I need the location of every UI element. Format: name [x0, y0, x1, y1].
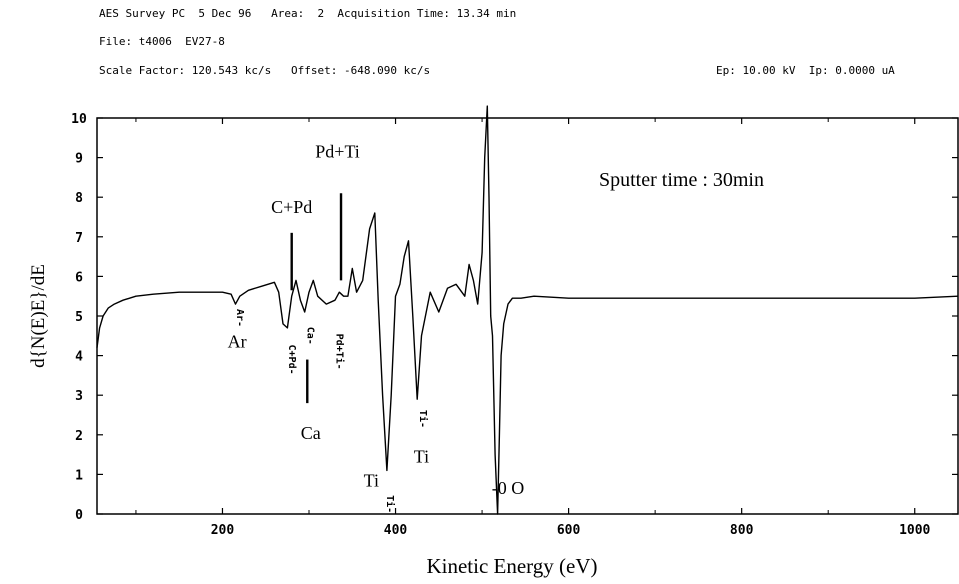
peak-annotation-vertical: Ti- [384, 495, 396, 513]
peak-annotation-label: Ti [414, 447, 429, 467]
y-tick-label: 8 [75, 191, 83, 206]
y-tick-label: 3 [75, 389, 83, 404]
x-tick-label: 1000 [899, 523, 930, 538]
y-tick-label: 6 [75, 270, 83, 285]
x-tick-label: 800 [730, 523, 754, 538]
x-tick-label: 200 [211, 523, 235, 538]
peak-annotation-label: Ti [364, 470, 379, 490]
y-tick-label: 4 [75, 350, 83, 365]
y-tick-label: 7 [75, 231, 83, 246]
peak-annotation-label: Pd+Ti [315, 142, 360, 162]
y-tick-label: 2 [75, 429, 83, 444]
spectrum-line [97, 106, 958, 514]
peak-annotation-vertical: Ar- [234, 309, 245, 327]
plot-frame [97, 118, 958, 514]
peak-annotation-vertical: Pd+Ti- [334, 334, 346, 370]
peak-annotation-label: Ar [228, 332, 247, 352]
y-tick-label: 5 [75, 310, 83, 325]
peak-annotation-vertical: Ti- [417, 410, 429, 428]
y-tick-label: 1 [75, 468, 83, 483]
x-axis-label: Kinetic Energy (eV) [426, 554, 597, 578]
x-tick-label: 400 [384, 523, 408, 538]
y-tick-label: 9 [75, 152, 83, 167]
x-tick-label: 600 [557, 523, 581, 538]
sputter-time-label: Sputter time : 30min [599, 169, 764, 191]
y-tick-label: 0 [75, 508, 83, 523]
peak-annotation-vertical: Ca- [304, 327, 315, 345]
y-tick-label: 10 [71, 112, 87, 127]
peak-annotation-label: Ca [301, 423, 321, 443]
y-axis-label: d{N(E)E}/dE [28, 264, 49, 368]
peak-annotation-vertical: C+Pd- [286, 345, 297, 375]
peak-annotation-label: C+Pd [271, 197, 312, 217]
peak-annotation-label: -0 O [492, 478, 525, 498]
